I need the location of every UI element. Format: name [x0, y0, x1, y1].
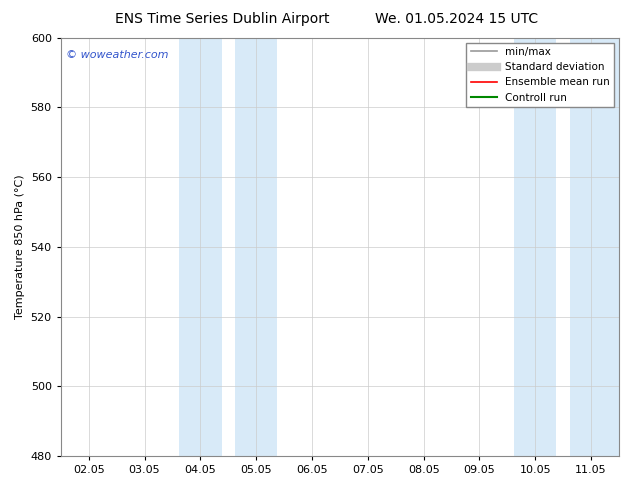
Y-axis label: Temperature 850 hPa (°C): Temperature 850 hPa (°C)	[15, 174, 25, 319]
Text: © woweather.com: © woweather.com	[67, 50, 169, 60]
Bar	[179, 38, 222, 456]
Bar	[235, 38, 278, 456]
Legend: min/max, Standard deviation, Ensemble mean run, Controll run: min/max, Standard deviation, Ensemble me…	[467, 43, 614, 107]
Text: We. 01.05.2024 15 UTC: We. 01.05.2024 15 UTC	[375, 12, 538, 26]
Bar	[570, 38, 619, 456]
Text: ENS Time Series Dublin Airport: ENS Time Series Dublin Airport	[115, 12, 329, 26]
Bar	[514, 38, 557, 456]
